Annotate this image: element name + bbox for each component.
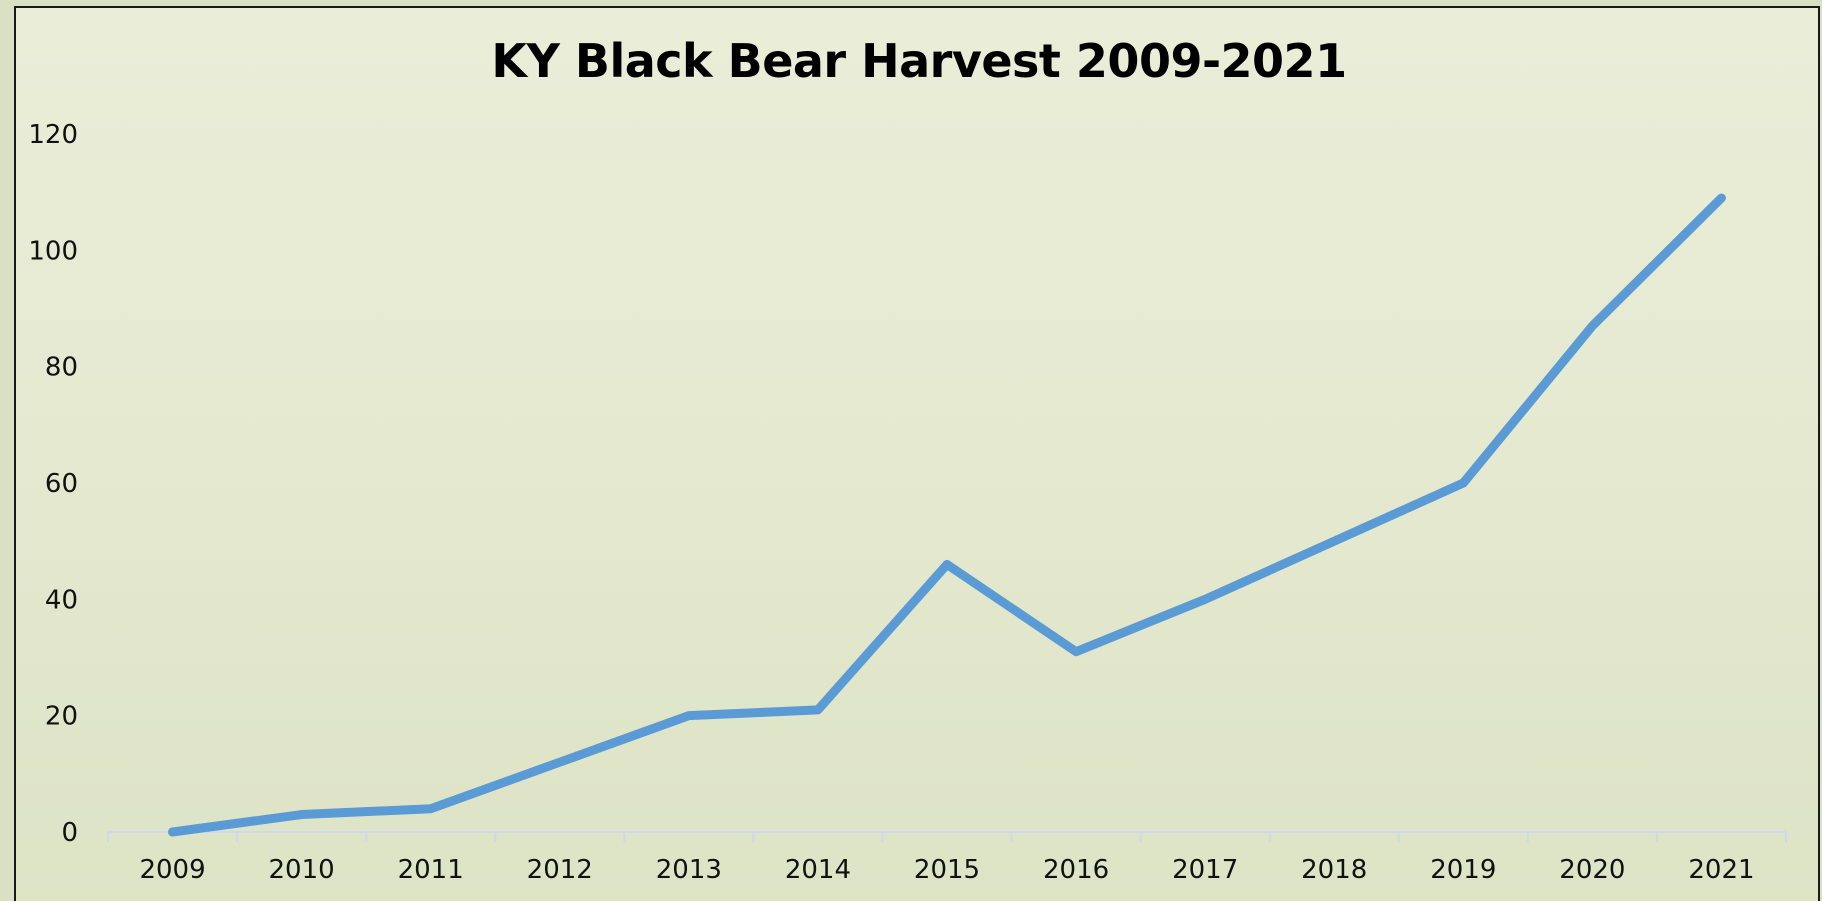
x-tick-label: 2011	[398, 855, 464, 885]
x-tick-label: 2017	[1172, 855, 1238, 885]
y-tick-label: 20	[45, 702, 78, 732]
x-tick-label: 2015	[914, 855, 980, 885]
x-axis	[108, 832, 1786, 842]
line-chart-plot: 0 20 40 60 80 100 120 2009 2010 2011 2012 2013 2014…	[16, 8, 1822, 897]
x-tick-label: 2014	[785, 855, 851, 885]
x-tick-label: 2010	[269, 855, 335, 885]
y-tick-label: 60	[45, 469, 78, 499]
y-axis-tick-labels: 0 20 40 60 80 100 120	[28, 120, 78, 848]
y-tick-label: 120	[28, 120, 78, 150]
y-tick-label: 40	[45, 585, 78, 615]
x-tick-label: 2012	[527, 855, 593, 885]
y-tick-label: 80	[45, 353, 78, 383]
x-tick-label: 2020	[1559, 855, 1625, 885]
x-tick-label: 2013	[656, 855, 722, 885]
x-tick-label: 2019	[1430, 855, 1496, 885]
series-line	[173, 198, 1722, 832]
x-tick-label: 2009	[139, 855, 205, 885]
y-tick-label: 0	[61, 818, 78, 848]
x-axis-tick-labels: 2009 2010 2011 2012 2013 2014 2015 2016 2017 2018…	[139, 855, 1754, 885]
x-tick-label: 2018	[1301, 855, 1367, 885]
y-tick-label: 100	[28, 236, 78, 266]
x-tick-label: 2016	[1043, 855, 1109, 885]
x-tick-label: 2021	[1688, 855, 1754, 885]
series-group	[172, 198, 1721, 832]
